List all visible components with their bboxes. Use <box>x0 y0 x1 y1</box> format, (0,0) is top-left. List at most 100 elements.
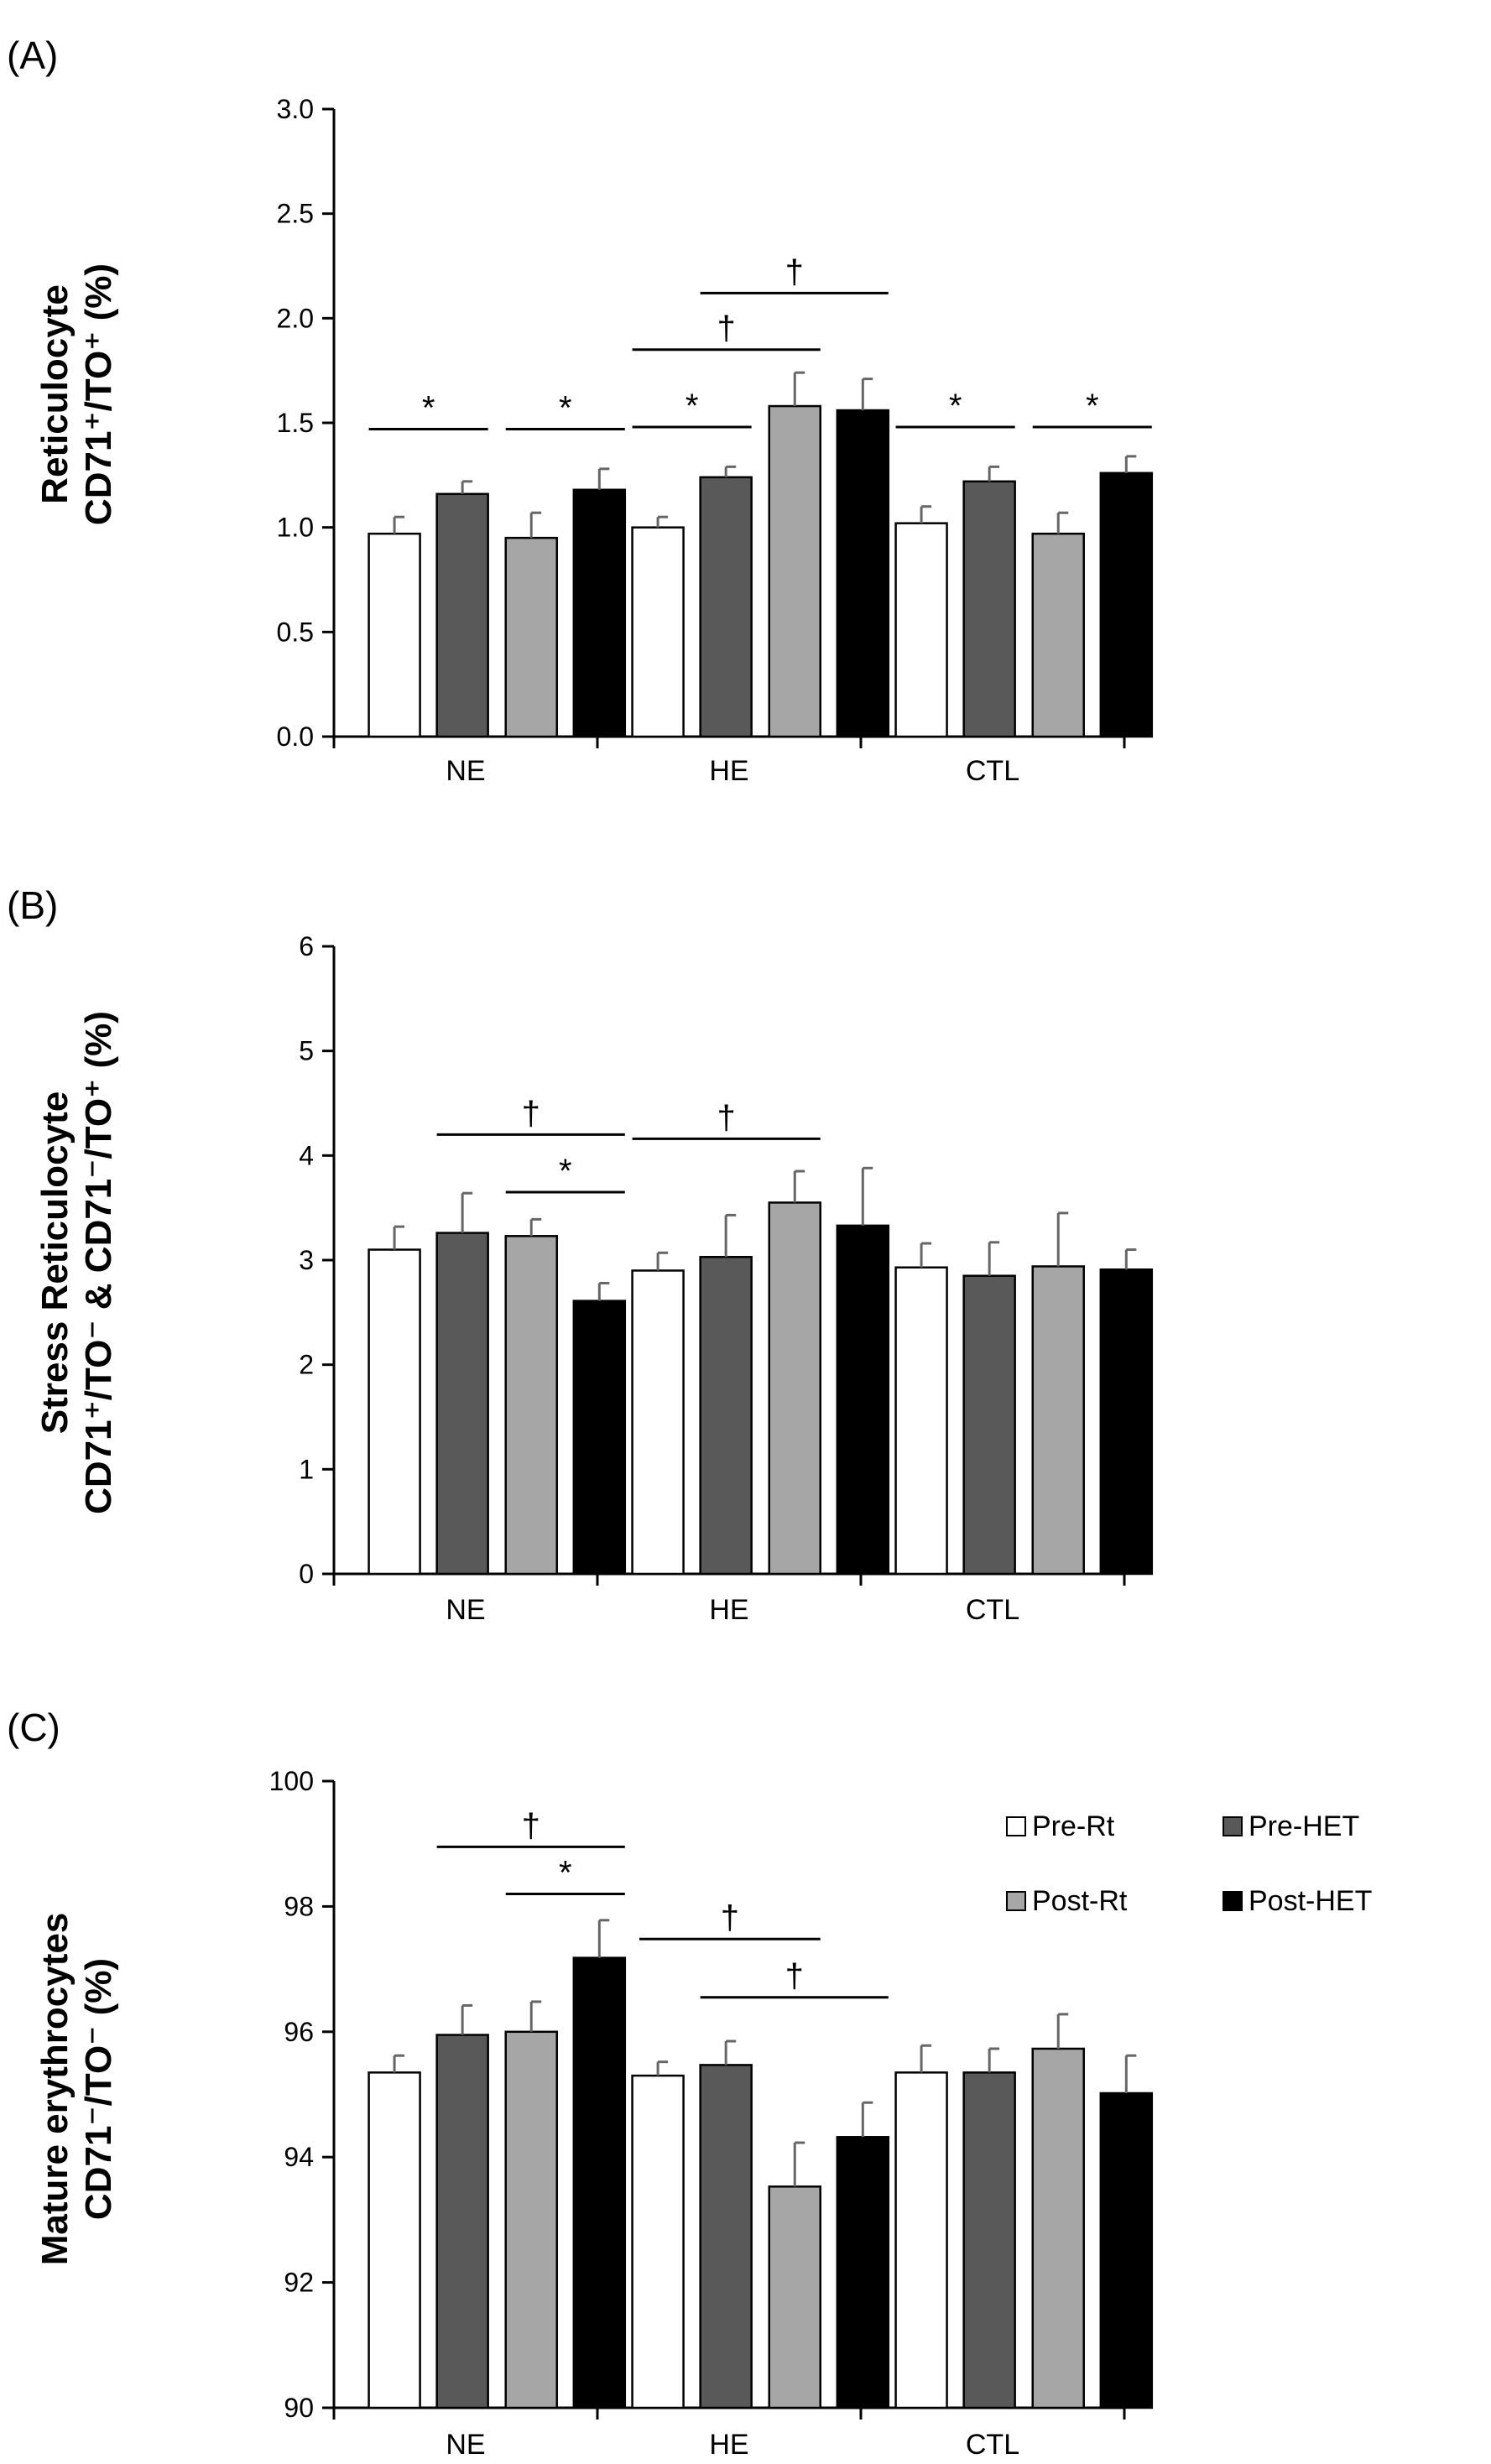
significance-marker: † <box>785 1958 804 1995</box>
panel-label: (A) <box>7 34 58 77</box>
y-axis-label-line2: CD71⁺/TO⁻ & CD71⁻/TO⁺ (%) <box>78 1011 119 1514</box>
y-axis-label-line1: Reticulocyte <box>34 284 76 504</box>
significance-marker: * <box>559 1153 572 1190</box>
y-axis-label-line1: Mature erythrocytes <box>34 1913 76 2266</box>
y-tick-label: 1 <box>299 1454 314 1484</box>
y-axis-label-line2: CD71⁺/TO⁺ (%) <box>78 263 119 525</box>
legend-swatch-pre-het <box>1223 1816 1243 1836</box>
bar-post-het <box>1099 471 1154 738</box>
bar-pre-het <box>435 2034 489 2409</box>
y-tick-label: 92 <box>284 2268 314 2298</box>
x-tick-label: CTL <box>966 1594 1019 1626</box>
bar-pre-rt <box>894 1266 948 1576</box>
x-tick-label: NE <box>446 1594 485 1626</box>
y-tick-label: 6 <box>299 931 314 961</box>
x-tick-label: CTL <box>966 755 1019 787</box>
bar-pre-rt <box>894 522 948 738</box>
bar-post-rt <box>768 2185 821 2409</box>
significance-marker: † <box>721 1899 739 1936</box>
legend-label: Post-Rt <box>1032 1885 1128 1917</box>
legend: Pre-Rt Pre-HET Post-Rt Post-HET <box>1006 1810 1372 1917</box>
legend-swatch-pre-rt <box>1006 1816 1026 1836</box>
x-tick-label: NE <box>446 755 485 787</box>
legend-label: Post-HET <box>1249 1885 1372 1917</box>
significance-marker: * <box>422 389 435 426</box>
bar-post-rt <box>768 404 821 738</box>
bar-post-rt <box>504 1235 558 1576</box>
bar-post-rt <box>1031 2047 1085 2409</box>
significance-marker: * <box>1086 388 1099 425</box>
y-tick-label: 1.5 <box>277 408 314 438</box>
panel-label: (C) <box>7 1706 60 1749</box>
significance-marker: † <box>522 1095 540 1132</box>
y-tick-label: 2.5 <box>277 199 314 229</box>
bar-post-het <box>836 2136 890 2409</box>
bar-post-het <box>572 1300 627 1576</box>
bar-pre-het <box>435 1232 489 1576</box>
significance-marker: * <box>559 389 572 426</box>
y-tick-label: 4 <box>299 1140 314 1170</box>
y-axis-label-line2: CD71⁻/TO⁻ (%) <box>78 1958 119 2220</box>
y-axis-label-line1: Stress Reticulocyte <box>34 1091 76 1434</box>
x-tick-label: HE <box>709 755 748 787</box>
significance-marker: * <box>949 388 962 425</box>
bar-pre-rt <box>368 1248 421 1576</box>
y-tick-label: 0.0 <box>277 721 314 752</box>
y-tick-label: 3.0 <box>277 94 314 124</box>
y-tick-label: 0 <box>299 1559 314 1589</box>
bar-post-rt <box>504 536 558 738</box>
legend-swatch-post-rt <box>1006 1891 1026 1911</box>
y-tick-label: 2.0 <box>277 303 314 333</box>
bar-pre-rt <box>368 2071 421 2409</box>
bar-post-het <box>1099 1268 1154 1576</box>
significance-marker: † <box>717 1099 736 1136</box>
x-tick-label: CTL <box>966 2429 1019 2461</box>
y-tick-label: 96 <box>284 2017 314 2047</box>
y-tick-label: 1.0 <box>277 513 314 543</box>
significance-marker: * <box>686 388 699 425</box>
bar-post-het <box>572 488 627 738</box>
bar-pre-rt <box>368 532 421 738</box>
significance-marker: † <box>785 253 804 290</box>
x-tick-label: HE <box>709 1594 748 1626</box>
bar-post-het <box>1099 2092 1154 2409</box>
significance-marker: † <box>522 1807 540 1844</box>
bar-pre-het <box>435 492 489 738</box>
panel-a: (A) Reticulocyte CD71⁺/TO⁺ (%) 0.0 0.5 1.0 1.5… <box>7 34 1154 787</box>
bar-pre-het <box>962 480 1016 738</box>
y-tick-label: 94 <box>284 2142 314 2172</box>
bar-post-het <box>836 1224 890 1576</box>
significance-marker: † <box>717 310 736 347</box>
bar-pre-rt <box>631 2074 685 2409</box>
panel-b: (B) Stress Reticulocyte CD71⁺/TO⁻ & CD71⁻/… <box>7 883 1154 1626</box>
y-tick-label: 98 <box>284 1891 314 1921</box>
y-tick-label: 100 <box>269 1766 314 1796</box>
y-tick-label: 5 <box>299 1036 314 1066</box>
bar-post-rt <box>1031 532 1085 738</box>
bar-pre-rt <box>894 2071 948 2409</box>
bar-pre-rt <box>631 1269 685 1576</box>
bar-pre-het <box>962 2071 1016 2409</box>
y-tick-label: 90 <box>284 2393 314 2423</box>
panel-c: (C) Mature erythrocytes CD71⁻/TO⁻ (%) 90 92 9… <box>7 1706 1372 2461</box>
legend-swatch-post-het <box>1223 1891 1243 1911</box>
bar-pre-het <box>699 476 753 738</box>
y-tick-label: 0.5 <box>277 617 314 647</box>
bar-post-het <box>572 1956 627 2409</box>
bar-post-rt <box>504 2030 558 2409</box>
bar-post-het <box>836 409 890 738</box>
significance-marker: * <box>559 1854 572 1891</box>
y-tick-label: 3 <box>299 1245 314 1275</box>
bar-pre-het <box>962 1274 1016 1576</box>
bar-pre-het <box>699 2064 753 2409</box>
bar-post-rt <box>1031 1265 1085 1576</box>
panel-label: (B) <box>7 883 58 927</box>
y-tick-label: 2 <box>299 1350 314 1380</box>
legend-label: Pre-Rt <box>1032 1810 1115 1842</box>
bar-pre-het <box>699 1256 753 1576</box>
x-tick-label: HE <box>709 2429 748 2461</box>
bar-pre-rt <box>631 526 685 738</box>
bar-post-rt <box>768 1201 821 1576</box>
legend-label: Pre-HET <box>1249 1810 1359 1842</box>
